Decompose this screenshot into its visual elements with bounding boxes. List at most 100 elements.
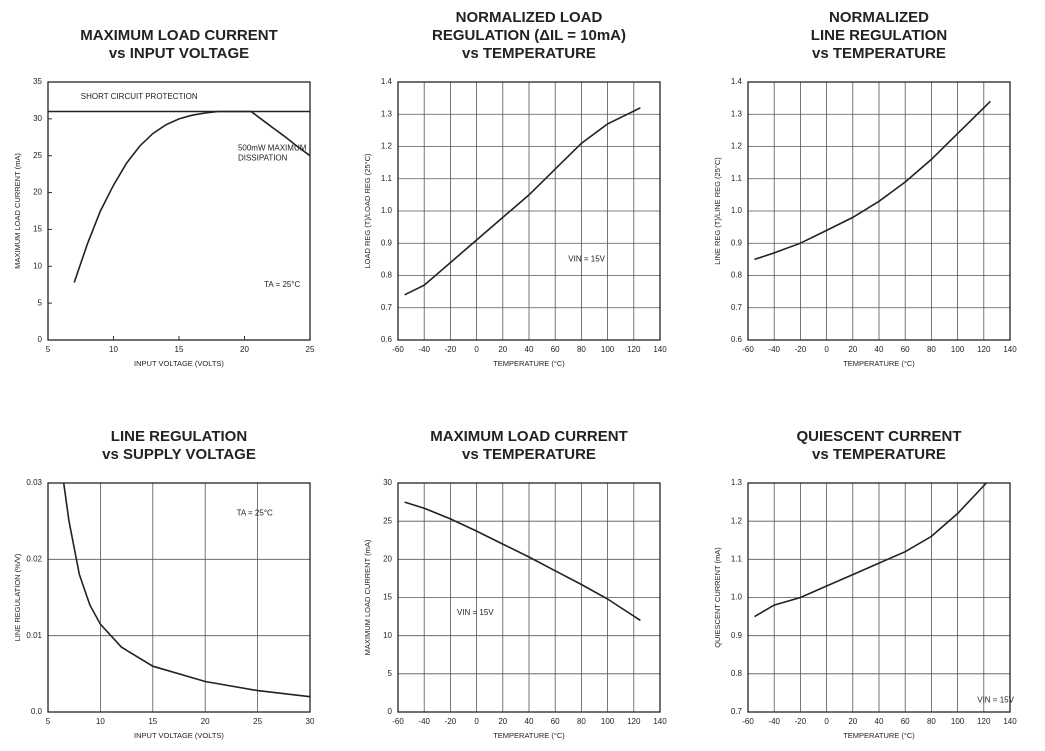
y-axis-label: MAXIMUM LOAD CURRENT (mA) (363, 539, 372, 655)
y-axis-label: LINE REGULATION (%/V) (13, 553, 22, 641)
x-tick-label: 120 (977, 345, 991, 354)
x-tick-label: 40 (875, 717, 884, 726)
y-tick-label: 5 (388, 669, 393, 678)
x-tick-label: 0 (474, 717, 479, 726)
x-tick-label: 80 (577, 345, 586, 354)
annotation: DISSIPATION (238, 153, 288, 162)
y-tick-label: 20 (383, 554, 392, 563)
y-tick-label: 1.3 (731, 109, 743, 118)
y-tick-label: 30 (33, 114, 42, 123)
x-tick-label: -20 (445, 717, 457, 726)
x-tick-label: 20 (498, 345, 507, 354)
y-tick-label: 20 (33, 188, 42, 197)
x-axis-label: INPUT VOLTAGE (VOLTS) (134, 359, 224, 368)
x-axis-label: INPUT VOLTAGE (VOLTS) (134, 731, 224, 740)
y-tick-label: 0.6 (731, 335, 743, 344)
y-tick-label: 0.9 (731, 631, 743, 640)
x-tick-label: 20 (240, 345, 249, 354)
x-tick-label: 40 (525, 717, 534, 726)
y-tick-label: 1.4 (731, 77, 743, 86)
chart-title: vs SUPPLY VOLTAGE (102, 446, 256, 463)
x-tick-label: 120 (977, 717, 991, 726)
x-tick-label: -20 (795, 717, 807, 726)
x-tick-label: -40 (418, 345, 430, 354)
y-tick-label: 1.0 (731, 206, 743, 215)
data-line (754, 482, 987, 618)
x-tick-label: 40 (875, 345, 884, 354)
y-tick-label: 1.2 (731, 142, 743, 151)
x-tick-label: 15 (148, 717, 157, 726)
annotation: VIN = 15V (977, 696, 1014, 705)
x-tick-label: 140 (653, 717, 667, 726)
x-tick-label: 25 (306, 345, 315, 354)
x-tick-label: 0 (824, 345, 829, 354)
annotation: VIN = 15V (568, 254, 605, 263)
x-tick-label: -60 (742, 345, 754, 354)
x-tick-label: 10 (96, 717, 105, 726)
x-tick-label: 140 (1003, 345, 1017, 354)
chart-title: MAXIMUM LOAD CURRENT (430, 428, 627, 445)
y-tick-label: 25 (383, 516, 392, 525)
x-axis-label: TEMPERATURE (°C) (493, 731, 565, 740)
chart-title: QUIESCENT CURRENT (796, 428, 961, 445)
x-tick-label: 80 (927, 345, 936, 354)
x-tick-label: 60 (551, 345, 560, 354)
chart-title: REGULATION (ΔIL = 10mA) (432, 27, 626, 44)
y-axis-label: LINE REG (T)/LINE REG (25°C) (713, 157, 722, 265)
y-tick-label: 1.4 (381, 77, 393, 86)
chart-title: vs TEMPERATURE (812, 446, 946, 463)
x-tick-label: 5 (46, 345, 51, 354)
x-tick-label: 120 (627, 717, 641, 726)
data-line (73, 110, 311, 283)
y-tick-label: 0.03 (26, 478, 42, 487)
x-tick-label: 20 (201, 717, 210, 726)
y-tick-label: 10 (33, 261, 42, 270)
y-tick-label: 0 (38, 335, 43, 344)
y-tick-label: 1.3 (731, 478, 743, 487)
x-tick-label: -60 (392, 345, 404, 354)
x-tick-label: 80 (927, 717, 936, 726)
x-tick-label: 100 (951, 717, 965, 726)
y-tick-label: 35 (33, 77, 42, 86)
annotation: TA = 25°C (264, 280, 300, 289)
plot-frame (47, 482, 311, 713)
chart-title: NORMALIZED LOAD (456, 9, 603, 26)
x-tick-label: -60 (392, 717, 404, 726)
y-tick-label: 0.7 (381, 303, 393, 312)
annotation: TA = 25°C (237, 509, 273, 518)
y-tick-label: 0.0 (31, 707, 43, 716)
x-tick-label: 140 (653, 345, 667, 354)
annotation: VIN = 15V (457, 608, 494, 617)
y-tick-label: 0.7 (731, 707, 743, 716)
x-tick-label: 100 (951, 345, 965, 354)
plot-frame (397, 482, 661, 713)
x-tick-label: 100 (601, 717, 615, 726)
y-tick-label: 0.9 (731, 238, 743, 247)
y-tick-label: 30 (383, 478, 392, 487)
x-tick-label: 80 (577, 717, 586, 726)
x-tick-label: 60 (551, 717, 560, 726)
y-tick-label: 0.9 (381, 238, 393, 247)
y-tick-label: 25 (33, 151, 42, 160)
plot-frame (747, 482, 1011, 713)
y-tick-label: 0.7 (731, 303, 743, 312)
x-tick-label: -20 (795, 345, 807, 354)
y-tick-label: 1.3 (381, 109, 393, 118)
x-tick-label: 30 (306, 717, 315, 726)
y-tick-label: 0.02 (26, 554, 42, 563)
y-tick-label: 1.1 (381, 174, 393, 183)
x-axis-label: TEMPERATURE (°C) (843, 359, 915, 368)
x-tick-label: 25 (253, 717, 262, 726)
y-tick-label: 1.1 (731, 554, 743, 563)
x-tick-label: 60 (901, 345, 910, 354)
chart-title: MAXIMUM LOAD CURRENT (80, 27, 277, 44)
chart-title: vs TEMPERATURE (812, 45, 946, 62)
x-axis-label: TEMPERATURE (°C) (493, 359, 565, 368)
y-tick-label: 0.8 (381, 271, 393, 280)
x-tick-label: -40 (768, 717, 780, 726)
x-tick-label: 40 (525, 345, 534, 354)
